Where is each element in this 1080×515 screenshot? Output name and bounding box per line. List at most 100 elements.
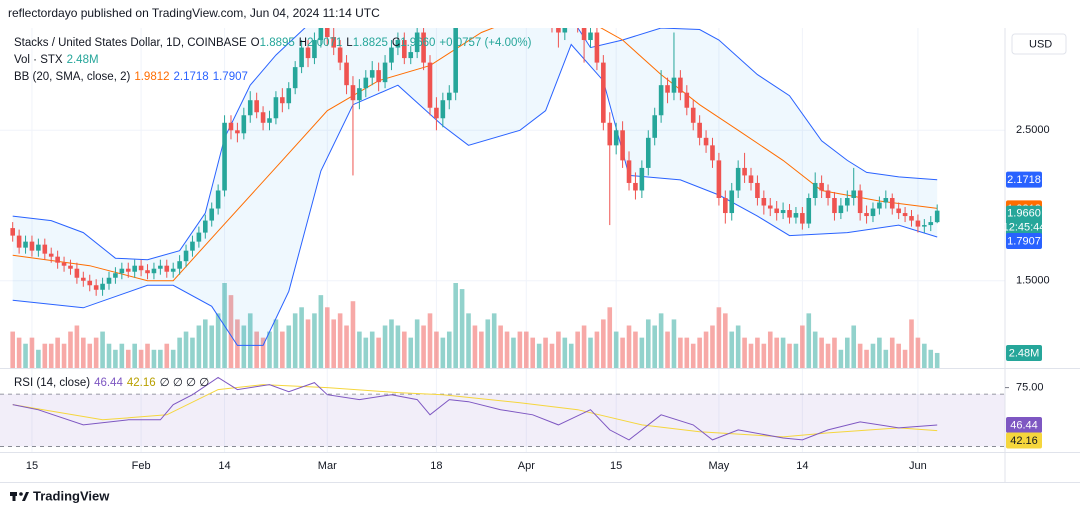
volume-bar	[620, 337, 625, 368]
legend-bb: BB (20, SMA, close, 2) 1.9812 2.1718 1.7907	[14, 70, 248, 84]
ohlc-key: O	[250, 37, 260, 49]
legend-symbol: Stacks / United States Dollar, 1D, COINB…	[14, 36, 531, 50]
volume-bar	[215, 313, 221, 368]
candle-body	[780, 210, 786, 214]
legend-rsi: RSI (14, close) 46.44 42.16 ∅ ∅ ∅ ∅	[14, 376, 209, 390]
volume-bar	[267, 331, 272, 368]
volume-bar	[145, 343, 150, 368]
candle-body	[344, 62, 349, 86]
volume-bar	[170, 349, 176, 368]
volume-bar	[915, 337, 921, 368]
volume-bar	[524, 331, 529, 368]
volume-bar	[774, 337, 779, 368]
volume-bar	[658, 313, 664, 368]
candle-body	[665, 85, 670, 93]
ohlc-item: O 1.8895	[251, 36, 295, 50]
volume-bar	[710, 325, 715, 368]
volume-bar	[446, 331, 452, 368]
candle-body	[684, 92, 690, 108]
volume-bar	[594, 331, 600, 368]
candle-body	[652, 115, 657, 138]
published-line: reflectordayo published on TradingView.c…	[8, 6, 380, 20]
candle-body	[222, 122, 227, 191]
candle-body	[832, 198, 837, 214]
volume-bar	[825, 343, 831, 368]
candle-body	[556, 28, 561, 33]
volume-bar	[376, 337, 381, 368]
candle-body	[132, 265, 137, 272]
candle-body	[427, 62, 433, 108]
volume-bar	[671, 319, 677, 368]
volume-bar	[292, 313, 298, 368]
candle-body	[29, 241, 35, 251]
volume-bar	[934, 352, 940, 368]
candle-body	[460, 0, 465, 17]
candle-body	[68, 265, 73, 269]
candle-body	[530, 0, 535, 10]
candle-body	[337, 47, 343, 63]
volume-bar	[395, 325, 401, 368]
candle-body	[305, 47, 311, 59]
candle-body	[145, 270, 150, 274]
candle-body	[280, 97, 285, 104]
volume-bar	[331, 319, 336, 368]
candle-body	[421, 32, 426, 63]
volume-bar	[203, 319, 208, 368]
x-tick-label: Mar	[318, 460, 337, 472]
volume-bar	[177, 337, 182, 368]
bb-lower-badge-bg	[1006, 233, 1042, 250]
candle-body	[569, 10, 574, 18]
candle-body	[543, 2, 548, 17]
candle-body	[402, 40, 407, 59]
volume-bar	[504, 331, 510, 368]
volume-bar	[536, 343, 542, 368]
rsi-pane	[0, 376, 1005, 447]
volume-bar	[363, 337, 369, 368]
currency[interactable]: USD	[1029, 38, 1052, 50]
volume-bar	[113, 349, 118, 368]
ohlc-key: C	[391, 37, 401, 49]
volume-bar	[889, 337, 895, 368]
candle-body	[537, 2, 542, 10]
volume-bar	[106, 343, 112, 368]
volume-bar	[305, 319, 311, 368]
volume-bar	[581, 325, 587, 368]
volume-bar	[87, 343, 93, 368]
candle-body	[286, 88, 292, 104]
candle-body	[324, 28, 330, 38]
ohlc-value: 2.0071	[307, 37, 343, 49]
x-tick-label: 15	[26, 460, 38, 472]
bb-upper-badge-bg	[1006, 171, 1042, 188]
volume-bar	[812, 331, 818, 368]
candle-body	[170, 268, 176, 272]
volume-bar	[588, 337, 593, 368]
rsi-badge: 46.44	[1010, 419, 1038, 431]
candle-body	[645, 137, 651, 168]
candle-body	[620, 130, 625, 161]
volume-bar	[119, 343, 125, 368]
volume-value: 2.48M	[66, 54, 99, 66]
candle-body	[928, 222, 934, 226]
volume-bar	[883, 349, 889, 368]
volume-bar	[196, 325, 202, 368]
volume-bar	[48, 343, 54, 368]
volume-bar	[498, 325, 503, 368]
volume-bar	[427, 313, 433, 368]
volume-bar	[125, 349, 131, 368]
volume-bar	[209, 325, 215, 368]
logo-part	[12, 492, 16, 501]
volume-bar	[42, 343, 48, 368]
volume-bar	[684, 337, 690, 368]
candle-body	[870, 208, 876, 217]
volume-bar	[857, 343, 863, 368]
candle-body	[125, 268, 131, 272]
ohlc-value: 1.9660	[400, 37, 436, 49]
volume-bar	[626, 325, 632, 368]
volume-bar	[575, 331, 580, 368]
candle-body	[690, 107, 696, 123]
bb-lower	[12, 43, 938, 346]
bb-title: BB (20, SMA, close, 2)	[14, 71, 131, 83]
currency-button[interactable]	[1011, 33, 1067, 55]
